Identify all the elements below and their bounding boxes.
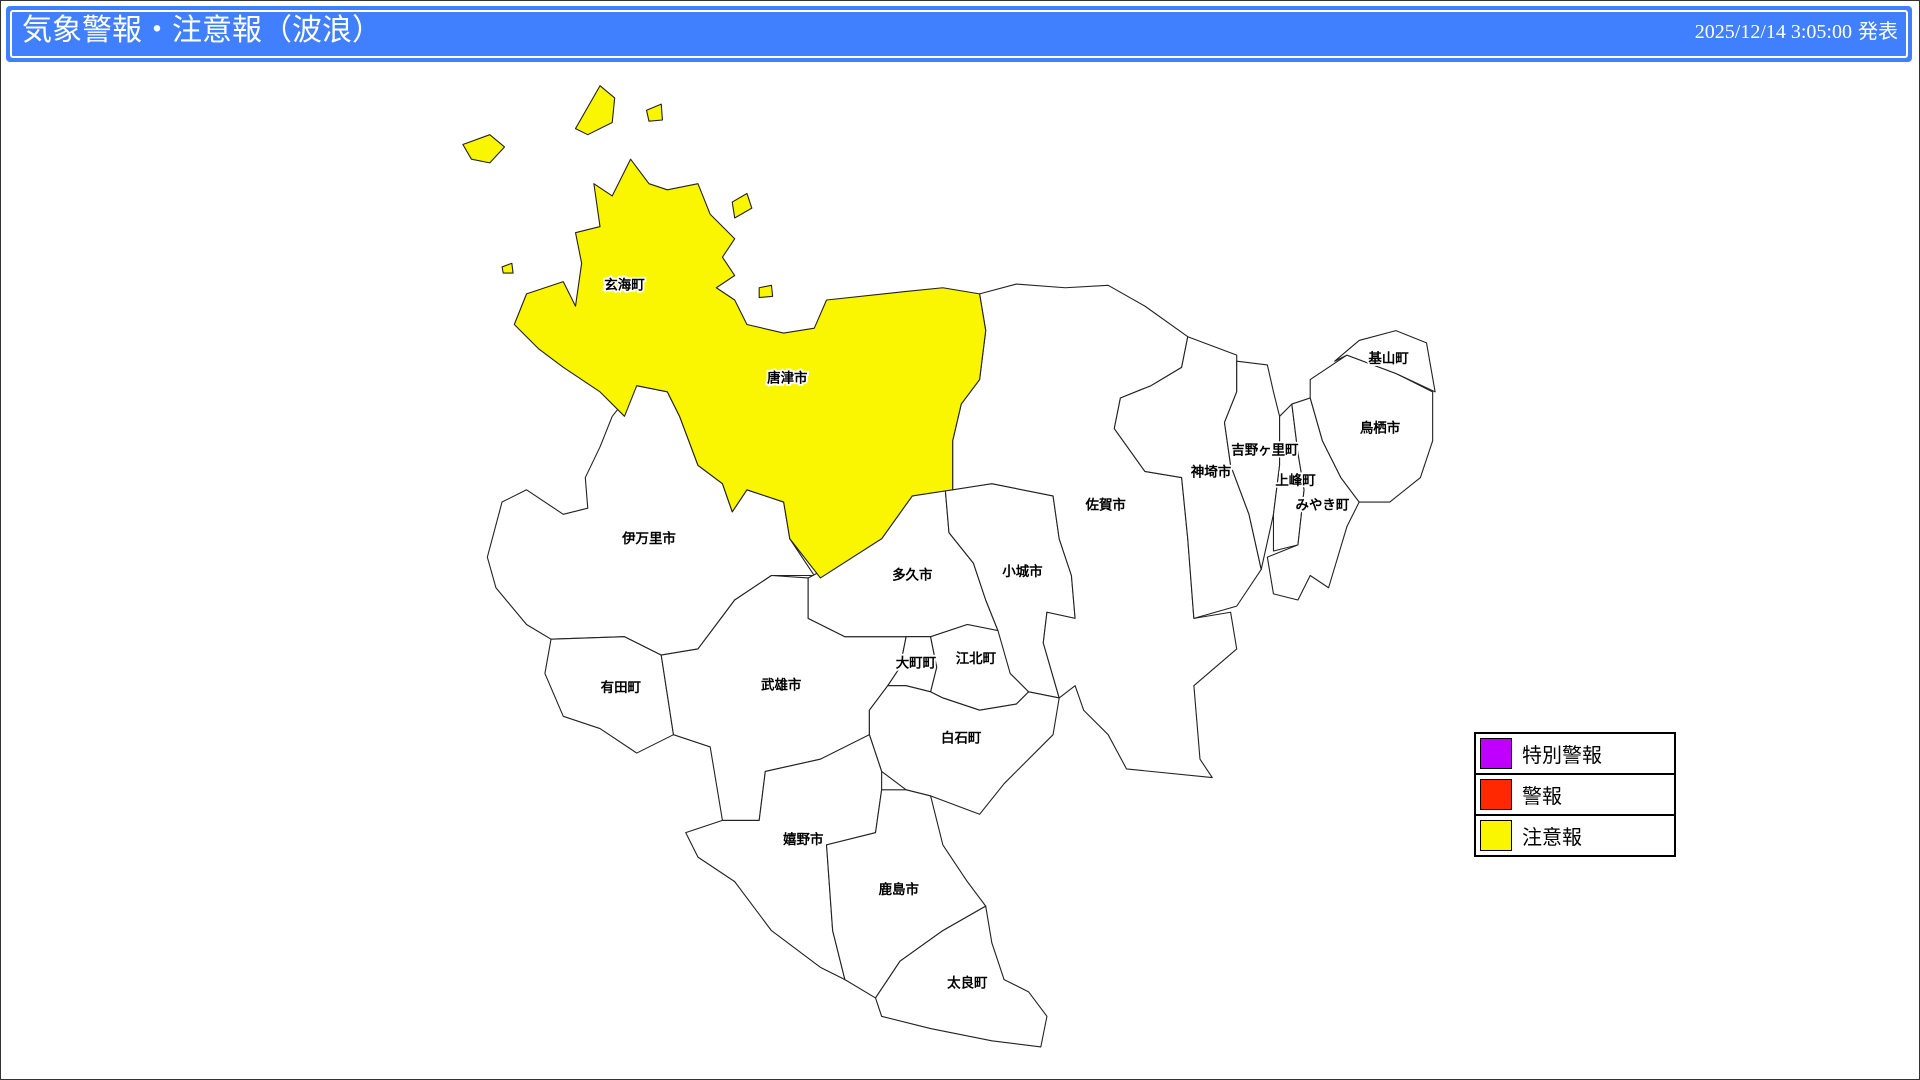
issued-time: 2025/12/14 3:05:00 発表 xyxy=(1689,20,1898,44)
page-title: 気象警報・注意報（波浪） xyxy=(22,13,382,48)
region-label-tara: 太良町 xyxy=(947,974,988,991)
legend-item-warning: 警報 xyxy=(1476,773,1674,814)
region-label-imari: 伊万里市 xyxy=(621,530,676,547)
region-label-ureshino: 嬉野市 xyxy=(783,831,824,848)
legend: 特別警報 警報 注意報 xyxy=(1474,732,1676,857)
region-karatsu[interactable] xyxy=(758,284,774,299)
region-karatsu[interactable] xyxy=(574,85,616,136)
region-label-kiyama: 基山町 xyxy=(1368,350,1409,367)
region-karatsu[interactable] xyxy=(462,134,506,164)
region-label-takeo: 武雄市 xyxy=(761,677,802,694)
region-label-taku: 多久市 xyxy=(892,567,933,584)
legend-label: 特別警報 xyxy=(1522,743,1602,767)
region-label-kanzaki: 神埼市 xyxy=(1191,464,1232,481)
issued-datetime: 2025/12/14 3:05:00 xyxy=(1694,21,1852,43)
region-label-saga: 佐賀市 xyxy=(1085,497,1127,514)
region-label-kamimine: 上峰町 xyxy=(1275,472,1316,489)
region-karatsu[interactable] xyxy=(513,158,987,579)
region-label-miyaki: みやき町 xyxy=(1296,498,1350,514)
region-karatsu[interactable] xyxy=(501,262,514,274)
header-bar: 気象警報・注意報（波浪） 2025/12/14 3:05:00 発表 xyxy=(6,6,1912,62)
region-label-ogi: 小城市 xyxy=(1002,563,1043,580)
region-label-genkai: 玄海町 xyxy=(604,276,645,293)
legend-swatch-special-warning xyxy=(1480,738,1512,769)
regions-layer xyxy=(462,85,1436,1048)
region-karatsu[interactable] xyxy=(645,103,663,122)
region-label-yoshinogari: 吉野ヶ里町 xyxy=(1231,442,1299,459)
region-label-shiroishi: 白石町 xyxy=(941,729,982,746)
region-kiyama[interactable] xyxy=(1334,330,1436,393)
region-yoshinogari[interactable] xyxy=(1223,360,1281,570)
region-label-kohoku: 江北町 xyxy=(956,650,997,667)
region-label-arita: 有田町 xyxy=(601,679,642,696)
issued-suffix: 発表 xyxy=(1858,21,1898,43)
legend-label: 注意報 xyxy=(1522,825,1582,849)
region-label-karatsu: 唐津市 xyxy=(767,369,808,386)
legend-swatch-warning xyxy=(1480,779,1512,810)
header-inner-border xyxy=(10,10,1908,58)
legend-item-special-warning: 特別警報 xyxy=(1476,734,1674,773)
region-tara[interactable] xyxy=(874,905,1048,1048)
region-label-tosu: 鳥栖市 xyxy=(1360,420,1401,437)
legend-item-advisory: 注意報 xyxy=(1476,814,1674,855)
legend-swatch-advisory xyxy=(1480,820,1512,851)
region-kashima[interactable] xyxy=(825,789,987,999)
legend-label: 警報 xyxy=(1522,784,1562,808)
region-karatsu[interactable] xyxy=(731,192,753,219)
region-arita[interactable] xyxy=(544,636,675,754)
region-label-kashima: 鹿島市 xyxy=(878,881,920,898)
region-label-omachi: 大町町 xyxy=(896,655,937,672)
